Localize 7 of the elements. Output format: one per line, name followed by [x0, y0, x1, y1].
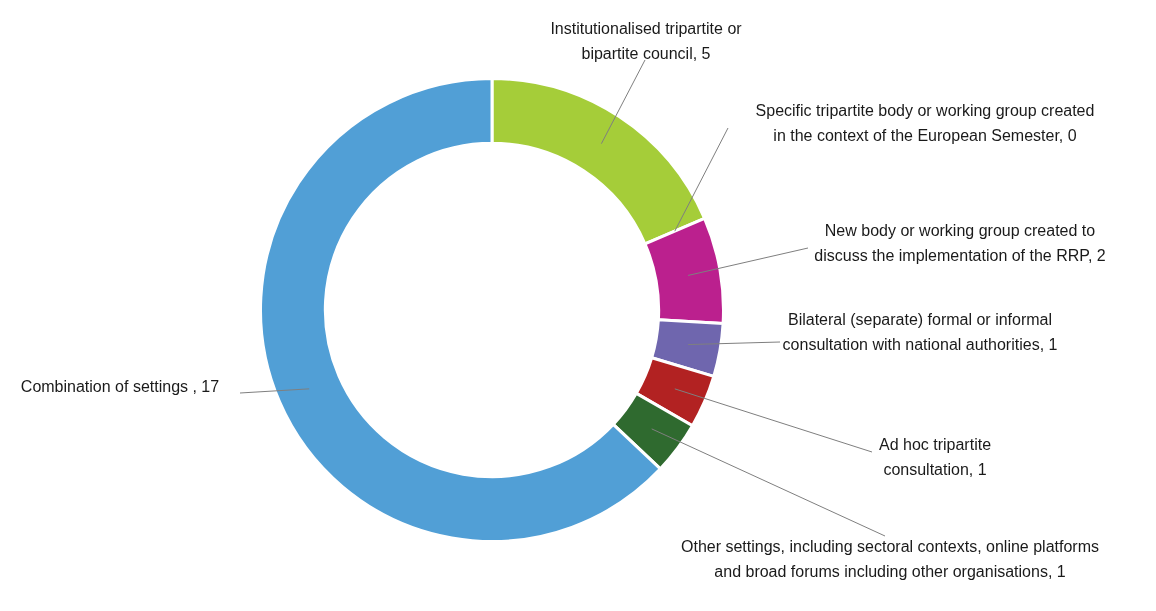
category-label: Specific tripartite body or working group created in the context of the European Semester, 0 — [755, 102, 1095, 144]
slice-label: Bilateral (separate) formal or informal consultation with national authorities, 1 — [782, 311, 1058, 353]
slice-label: Ad hoc tripartite consultation, 1 — [878, 436, 992, 478]
slice-label: New body or working group created to discuss the implementation of the RRP, 2 — [814, 222, 1106, 264]
slice-label: Combination of settings , 17 — [20, 378, 220, 396]
slice-label: Other settings, including sectoral contexts, online platforms and broad forums including other organisations, 1 — [681, 538, 1099, 580]
slice-label: Institutionalised tripartite or bipartite council, 5 — [550, 20, 743, 62]
